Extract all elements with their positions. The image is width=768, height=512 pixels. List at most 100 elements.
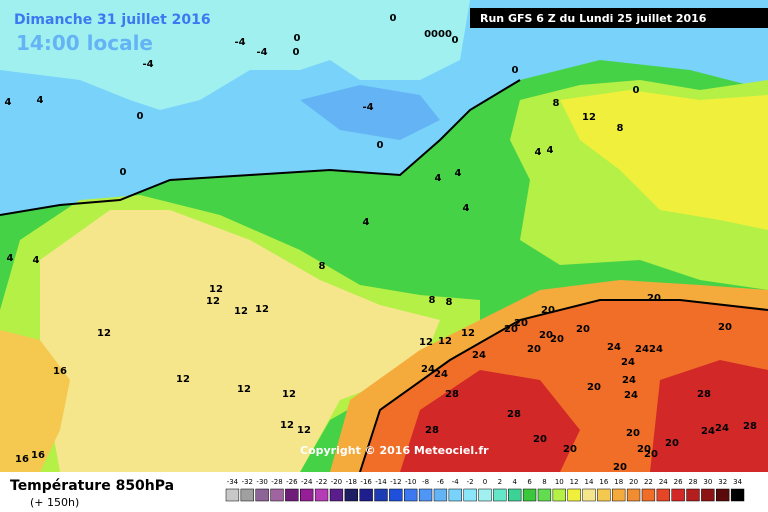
colorbar-label: 30 — [703, 478, 712, 486]
contour-label: 12 — [438, 336, 452, 347]
contour-label: 4 — [5, 97, 12, 108]
colorbar-swatch — [626, 488, 641, 502]
colorbar-swatch — [240, 488, 254, 502]
contour-label: -4 — [234, 37, 245, 48]
colorbar-label: 0 — [483, 478, 487, 486]
colorbar-swatch — [493, 488, 507, 502]
colorbar-label: -4 — [452, 478, 460, 486]
colorbar-swatch — [508, 488, 522, 502]
colorbar-swatch — [374, 488, 388, 502]
colorbar-label: -12 — [390, 478, 401, 486]
contour-label: 4 — [33, 255, 40, 266]
colorbar-swatch — [285, 488, 299, 502]
contour-label: 20 — [644, 449, 658, 460]
colorbar-swatch — [656, 488, 670, 502]
contour-label: 0 — [377, 140, 384, 151]
colorbar-label: 26 — [674, 478, 683, 486]
colorbar-swatch — [552, 488, 566, 502]
contour-label: 12 — [176, 374, 190, 385]
map — [0, 0, 768, 473]
colorbar: -34 -32 -30 -28 -26 -24 -22 -20 -18 -16 -14 -12 -10-… — [225, 478, 745, 502]
colorbar-label: -14 — [375, 478, 387, 486]
colorbar-swatch — [389, 488, 403, 502]
contour-label: 4 — [37, 95, 44, 106]
colorbar-label: 8 — [542, 478, 546, 486]
footer-lead: (+ 150h) — [30, 496, 79, 509]
contour-label: 28 — [507, 409, 521, 420]
contour-label: 24 — [621, 357, 635, 368]
contour-label: 4 — [463, 203, 470, 214]
colorbar-label: 18 — [614, 478, 623, 486]
copyright: Copyright © 2016 Meteociel.fr — [300, 444, 489, 457]
contour-label: 12 — [282, 389, 296, 400]
colorbar-label: -24 — [301, 478, 313, 486]
contour-label: 28 — [697, 389, 711, 400]
contour-label: 4 — [435, 173, 442, 184]
contour-label: 0 — [512, 65, 519, 76]
field-orange-w — [0, 330, 70, 472]
colorbar-label: -28 — [271, 478, 282, 486]
colorbar-label: -6 — [437, 478, 445, 486]
colorbar-label: -32 — [242, 478, 253, 486]
field-cold-core — [300, 85, 440, 140]
contour-label: 0 — [452, 35, 459, 46]
colorbar-label: -34 — [227, 478, 239, 486]
colorbar-label: 20 — [629, 478, 638, 486]
contour-label: 12 — [461, 328, 475, 339]
contour-label: 4 — [535, 147, 542, 158]
contour-label: 24 — [635, 344, 649, 355]
contour-label: 12 — [237, 384, 251, 395]
contour-label: 24 — [622, 375, 636, 386]
contour-label: 4 — [455, 168, 462, 179]
colorbar-swatch — [716, 488, 730, 502]
colorbar-label: 34 — [733, 478, 742, 486]
contour-label: 20 — [533, 434, 547, 445]
colorbar-label: 6 — [527, 478, 532, 486]
contour-label: -4 — [142, 59, 153, 70]
contour-label: 20 — [626, 428, 640, 439]
contour-label: 0 — [390, 13, 397, 24]
contour-label: 28 — [445, 389, 459, 400]
contour-label: 12 — [97, 328, 111, 339]
contour-label: 8 — [553, 98, 560, 109]
contour-label: 8 — [446, 297, 453, 308]
contour-label: 0 — [120, 167, 127, 178]
date: Dimanche 31 juillet 2016 — [14, 12, 211, 28]
colorbar-label: 28 — [689, 478, 698, 486]
contour-label: 20 — [637, 444, 651, 455]
colorbar-swatch — [463, 488, 477, 502]
contour-20 — [359, 299, 768, 473]
colorbar-label: -10 — [405, 478, 416, 486]
colorbar-label: -20 — [331, 478, 342, 486]
colorbar-swatch — [314, 488, 329, 502]
colorbar-label: 12 — [570, 478, 579, 486]
footer-title: Température 850hPa — [10, 478, 174, 494]
contour-label: 20 — [541, 305, 555, 316]
contour-label: 24 — [421, 364, 435, 375]
contour-label: 12 — [582, 112, 596, 123]
colorbar-swatch — [567, 488, 581, 502]
contour-0 — [0, 79, 521, 216]
time: 14:00 locale — [16, 31, 153, 55]
contour-label: 0000 — [424, 29, 452, 40]
contour-label: 12 — [255, 304, 269, 315]
contour-label: 16 — [31, 450, 45, 461]
contour-label: 20 — [527, 344, 541, 355]
colorbar-swatch — [597, 488, 611, 502]
contour-label: 12 — [206, 296, 220, 307]
colorbar-swatch — [433, 488, 448, 502]
colorbar-swatch — [359, 488, 373, 502]
colorbar-swatch — [418, 488, 433, 502]
colorbar-swatch — [582, 488, 596, 502]
contour-label: 0 — [633, 85, 640, 96]
field-hot — [400, 360, 768, 472]
run-box — [470, 8, 768, 28]
colorbar-label: -2 — [467, 478, 474, 486]
contour-label: 12 — [297, 425, 311, 436]
colorbar-label: -16 — [360, 478, 372, 486]
contour-label: 20 — [665, 438, 679, 449]
contour-label: -4 — [362, 102, 373, 113]
contour-label: 20 — [550, 334, 564, 345]
